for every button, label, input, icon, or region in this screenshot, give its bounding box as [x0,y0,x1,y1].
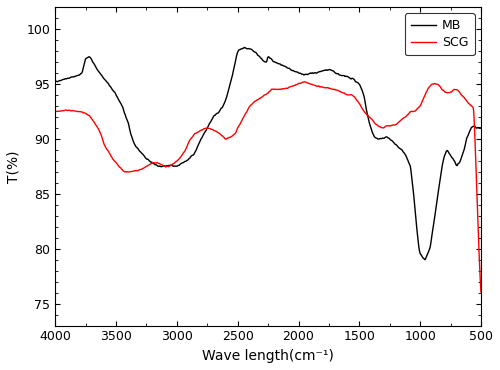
MB [478,126,484,130]
Line: SCG: SCG [55,82,481,292]
X-axis label: Wave length(cm⁻¹): Wave length(cm⁻¹) [202,349,334,363]
MB [126,124,132,128]
MB [52,79,58,83]
SCG [216,131,222,135]
SCG [101,141,107,146]
Line: MB: MB [55,47,481,260]
MB [234,52,240,56]
MB [422,258,428,262]
MB [470,124,476,129]
SCG [126,170,132,174]
SCG [52,110,58,114]
Y-axis label: T(%): T(%) [7,150,21,182]
MB [424,252,430,257]
SCG [234,127,240,132]
MB [216,111,222,115]
SCG [470,105,476,110]
MB [101,76,107,81]
SCG [302,80,308,84]
MB [242,45,248,50]
Legend: MB, SCG: MB, SCG [404,13,475,56]
SCG [478,290,484,294]
SCG [424,89,430,93]
